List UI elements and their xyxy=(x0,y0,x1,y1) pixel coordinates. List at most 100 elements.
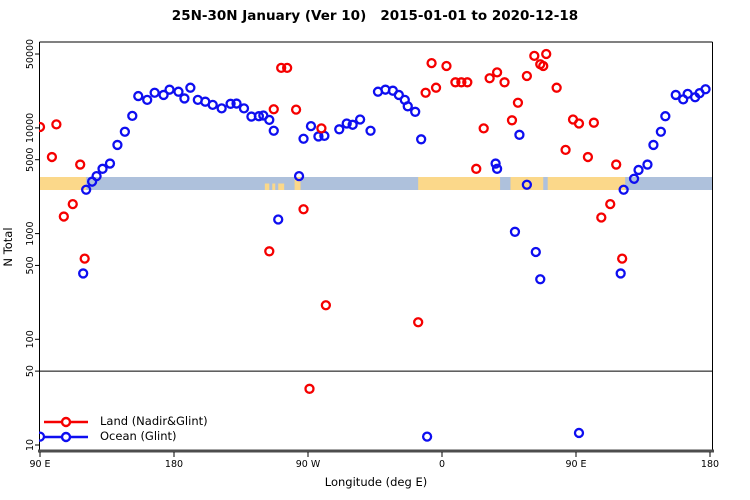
ocean-data-point xyxy=(421,431,433,442)
ocean-data-point xyxy=(149,87,160,98)
ocean-data-point xyxy=(354,114,366,125)
ocean-data-point xyxy=(633,164,644,176)
ocean-data-point xyxy=(305,120,317,132)
ocean-data-point xyxy=(490,158,501,169)
land-band-segment xyxy=(294,177,301,190)
land-data-point xyxy=(478,123,489,134)
y-tick-label: 5000 xyxy=(25,148,36,172)
land-data-point xyxy=(264,246,275,257)
ocean-data-point xyxy=(112,139,123,151)
land-band-segment xyxy=(40,177,87,190)
land-data-point xyxy=(430,82,442,93)
land-data-point xyxy=(499,77,510,88)
ocean-data-point xyxy=(119,126,131,137)
land-band-segment xyxy=(510,177,544,190)
ocean-data-point xyxy=(334,124,345,135)
ocean-data-point xyxy=(173,86,184,97)
legend-label-land: Land (Nadir&Glint) xyxy=(100,414,208,428)
ocean-data-point xyxy=(618,184,629,195)
ocean-data-point xyxy=(78,268,89,279)
ocean-data-point xyxy=(416,134,427,145)
land-data-point xyxy=(46,151,58,163)
land-data-point xyxy=(573,118,585,129)
ocean-data-point xyxy=(514,129,525,140)
data-points-layer xyxy=(39,48,711,442)
ocean-data-point xyxy=(133,90,144,102)
ocean-data-point xyxy=(365,125,376,136)
land-data-point xyxy=(441,60,452,72)
y-tick-label: 1000 xyxy=(25,222,36,246)
land-data-point xyxy=(426,57,437,69)
land-data-point xyxy=(316,123,327,134)
land-data-point xyxy=(413,317,424,328)
x-axis-line xyxy=(38,449,714,453)
land-data-point xyxy=(605,198,616,210)
land-data-point xyxy=(538,60,549,72)
ocean-data-point xyxy=(700,84,711,95)
land-data-point xyxy=(39,121,46,133)
ocean-data-point xyxy=(185,82,196,93)
ocean-data-point xyxy=(142,94,153,106)
land-data-point xyxy=(290,104,302,115)
ocean-data-point xyxy=(642,159,653,170)
x-tick-label: 180 xyxy=(701,459,719,470)
land-band-sliver xyxy=(264,183,270,190)
legend: Land (Nadir&Glint) Ocean (Glint) xyxy=(42,414,208,444)
x-tick-label: 180 xyxy=(165,459,183,470)
ocean-data-point xyxy=(573,427,585,439)
land-data-point xyxy=(282,62,293,73)
ocean-data-point xyxy=(268,125,279,136)
ocean-data-point xyxy=(535,274,546,285)
y-tick-label: 50 xyxy=(25,365,36,377)
chart-title: 25N-30N January (Ver 10) 2015-01-01 to 2… xyxy=(171,8,579,24)
land-data-point xyxy=(596,212,607,223)
ocean-data-point xyxy=(530,246,541,258)
ocean-data-point xyxy=(341,118,352,129)
x-tick-label: 90 E xyxy=(29,459,50,470)
land-data-point xyxy=(450,77,461,88)
ocean-data-point xyxy=(225,98,236,109)
ocean-data-point xyxy=(273,214,284,225)
land-data-point xyxy=(420,87,431,98)
land-data-point xyxy=(560,144,571,155)
land-data-point xyxy=(506,115,518,126)
land-data-point xyxy=(320,300,332,311)
land-data-point xyxy=(67,198,78,210)
ocean-data-point xyxy=(264,114,275,126)
land-band-sliver xyxy=(278,183,285,190)
legend-label-ocean: Ocean (Glint) xyxy=(100,429,177,443)
ocean-data-point xyxy=(521,179,533,190)
ocean-data-point xyxy=(402,101,413,112)
x-axis-label: Longitude (deg E) xyxy=(324,475,428,489)
x-tick-label: 90 E xyxy=(565,459,586,470)
ocean-data-point xyxy=(655,126,667,137)
ocean-data-point xyxy=(231,98,242,109)
land-data-point xyxy=(491,67,503,78)
y-tick-label: 50000 xyxy=(25,39,36,69)
ocean-data-point xyxy=(410,106,421,117)
ocean-band-segment xyxy=(40,177,712,190)
land-data-point xyxy=(521,70,533,82)
ocean-data-point xyxy=(293,170,305,182)
ocean-legend-circle-icon xyxy=(60,431,72,442)
land-data-point xyxy=(529,50,540,62)
ocean-data-point xyxy=(97,163,108,174)
ocean-data-point xyxy=(670,89,681,101)
land-data-point xyxy=(276,62,287,73)
land-data-point xyxy=(58,211,69,222)
y-tick-label: 10 xyxy=(25,439,36,451)
ocean-data-point xyxy=(104,158,116,169)
land-data-point xyxy=(75,159,86,170)
ocean-data-point xyxy=(207,99,218,111)
land-data-point xyxy=(582,151,594,163)
y-tick-label: 500 xyxy=(25,256,36,274)
land-data-point xyxy=(551,82,562,93)
land-data-point xyxy=(51,119,62,130)
ocean-data-point xyxy=(253,111,265,122)
land-band-sliver xyxy=(272,183,276,190)
ocean-data-point xyxy=(158,89,169,101)
land-data-point xyxy=(617,253,628,264)
land-data-point xyxy=(79,253,90,264)
land-data-point xyxy=(512,97,524,108)
